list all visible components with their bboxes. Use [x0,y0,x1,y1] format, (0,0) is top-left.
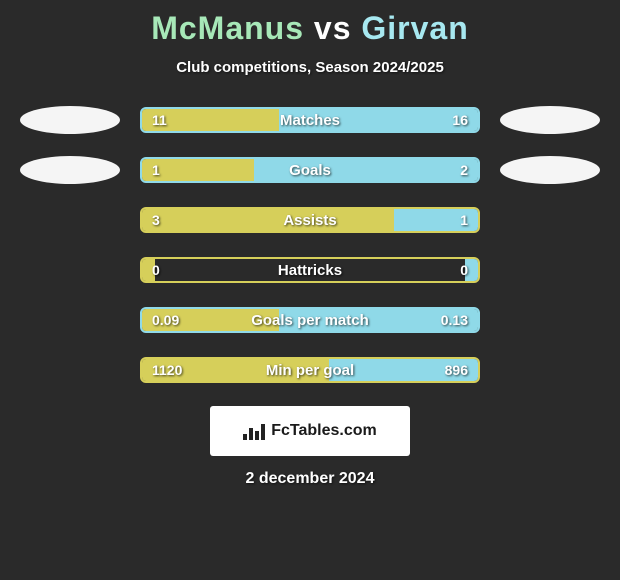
player1-name: McManus [151,10,304,46]
brand-text: FcTables.com [271,422,377,440]
stat-row: 1116Matches [0,106,620,134]
spacer [500,256,600,284]
page-title: McManus vs Girvan [0,10,620,47]
stat-row: 0.090.13Goals per match [0,306,620,334]
stat-row: 00Hattricks [0,256,620,284]
spacer [20,356,120,384]
footer-date: 2 december 2024 [0,470,620,488]
player2-badge [500,156,600,184]
subtitle: Club competitions, Season 2024/2025 [0,59,620,76]
stat-label: Goals [142,159,478,181]
stat-bar: 0.090.13Goals per match [140,307,480,333]
stat-label: Hattricks [142,259,478,281]
stat-bar: 31Assists [140,207,480,233]
stat-row: 12Goals [0,156,620,184]
stat-bar: 1120896Min per goal [140,357,480,383]
stat-label: Goals per match [142,309,478,331]
spacer [500,306,600,334]
vs-separator: vs [314,10,352,46]
player1-badge [20,156,120,184]
stat-bar: 00Hattricks [140,257,480,283]
stat-label: Min per goal [142,359,478,381]
player2-name: Girvan [361,10,468,46]
stat-bar: 1116Matches [140,107,480,133]
stat-label: Assists [142,209,478,231]
stat-label: Matches [142,109,478,131]
player1-badge [20,106,120,134]
brand-badge[interactable]: FcTables.com [210,406,410,456]
stat-row: 31Assists [0,206,620,234]
comparison-card: McManus vs Girvan Club competitions, Sea… [0,0,620,488]
spacer [20,256,120,284]
spacer [20,306,120,334]
stats-list: 1116Matches 12Goals 31Assists 00Hattricks 0.… [0,106,620,384]
spacer [20,206,120,234]
spacer [500,356,600,384]
player2-badge [500,106,600,134]
spacer [500,206,600,234]
stat-bar: 12Goals [140,157,480,183]
stat-row: 1120896Min per goal [0,356,620,384]
bar-chart-icon [243,422,265,440]
